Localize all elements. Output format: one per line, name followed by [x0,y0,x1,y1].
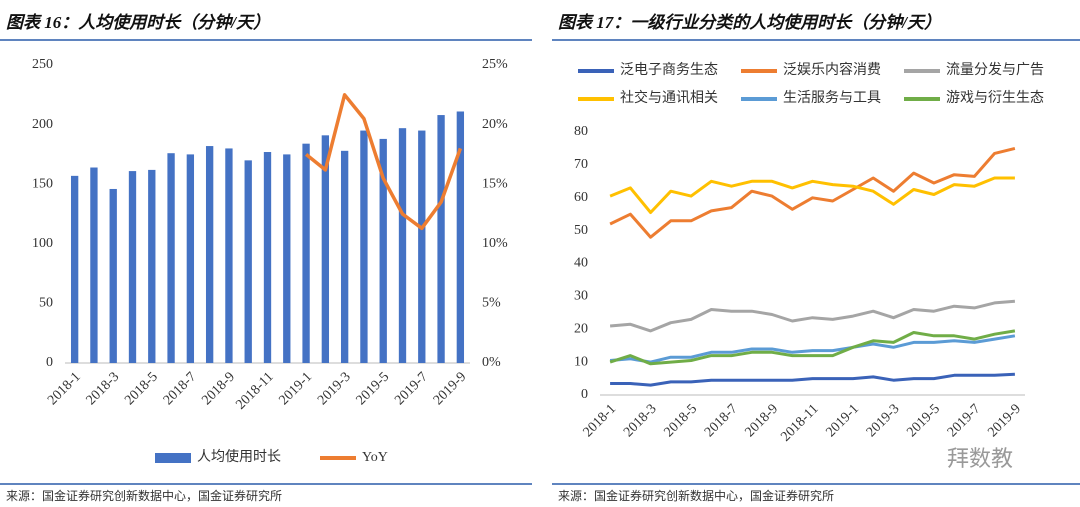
y2-tick-label: 10% [482,236,508,251]
y-tick-label: 80 [574,124,588,139]
x-tick-label: 2019-5 [904,401,943,440]
y-tick-label: 0 [46,355,53,370]
bar [109,188,117,363]
x-tick-label: 2019-1 [823,401,862,440]
bar [302,143,310,363]
x-tick-label: 2018-11 [233,369,276,412]
chart-title: 图表 16：人均使用时长（分钟/天） [6,13,270,32]
y-tick-label: 10 [574,354,588,369]
series-line [610,372,1015,387]
legend-swatch [155,453,191,463]
x-tick-label: 2018-9 [742,401,781,440]
bar [148,169,156,363]
x-tick-label: 2018-3 [621,401,660,440]
x-tick-label: 2018-5 [122,369,161,408]
y-tick-label: 0 [581,387,588,402]
bar [360,130,368,363]
bar [167,153,175,363]
y-tick-label: 50 [39,296,53,311]
bar [379,138,387,363]
bar [128,171,137,363]
x-tick-label: 2019-1 [277,369,316,408]
x-tick-label: 2019-7 [945,401,984,440]
bar [244,160,252,363]
source: 来源：国金证券研究创新数据中心，国金证券研究所 [6,488,282,503]
y2-tick-label: 0% [482,355,501,370]
bar [205,146,214,363]
bar [225,148,233,363]
series-line [609,176,1015,214]
y2-tick-label: 15% [482,176,508,191]
x-tick-label: 2019-9 [431,369,470,408]
bar [186,154,195,363]
series-line [609,146,1016,239]
bar [321,135,330,363]
y2-tick-label: 25% [482,57,508,72]
x-tick-label: 2018-3 [84,369,123,408]
legend-label: 泛娱乐内容消费 [783,61,881,78]
x-tick-label: 2018-7 [161,369,200,408]
y2-tick-label: 20% [482,117,508,132]
bar [340,150,349,363]
x-tick-label: 2018-1 [45,369,84,408]
series-line [609,334,1016,364]
bar [437,115,445,364]
legend-label: 社交与通讯相关 [620,89,718,106]
x-tick-label: 2018-1 [581,401,620,440]
bar [456,111,465,363]
bar [398,128,407,363]
x-tick-label: 2018-11 [778,401,821,444]
legend-label: 人均使用时长 [197,448,281,465]
x-tick-label: 2018-7 [702,401,741,440]
x-tick-label: 2018-5 [662,401,701,440]
y-tick-label: 250 [32,57,53,72]
x-tick-label: 2019-5 [354,369,393,408]
y-tick-label: 150 [32,176,53,191]
y-tick-label: 30 [574,289,588,304]
y-tick-label: 70 [574,157,588,172]
legend-label: YoY [362,450,388,465]
y2-tick-label: 5% [482,296,501,311]
chart-title: 图表 17：一级行业分类的人均使用时长（分钟/天） [558,13,941,32]
bar [263,152,272,363]
x-tick-label: 2019-9 [985,401,1024,440]
series-line [305,93,463,231]
source: 来源：国金证券研究创新数据中心，国金证券研究所 [558,488,834,503]
bar [283,154,291,363]
bar [90,167,98,363]
bar [418,130,426,363]
y-tick-label: 60 [574,190,588,205]
legend-label: 生活服务与工具 [783,90,881,106]
y-tick-label: 200 [32,117,53,132]
y-tick-label: 100 [32,236,53,251]
x-tick-label: 2019-3 [864,401,903,440]
legend-label: 流量分发与广告 [946,62,1044,78]
y-tick-label: 20 [574,321,588,336]
watermark: 拜数教 [947,447,1013,472]
x-tick-label: 2019-3 [315,369,354,408]
bar [70,175,79,363]
legend-label: 泛电子商务生态 [620,62,718,78]
series-line [609,329,1016,366]
legend-label: 游戏与衍生生态 [946,90,1044,106]
y-tick-label: 50 [574,223,588,238]
x-tick-label: 2019-7 [392,369,431,408]
y-tick-label: 40 [574,256,588,271]
series-line [609,299,1016,333]
